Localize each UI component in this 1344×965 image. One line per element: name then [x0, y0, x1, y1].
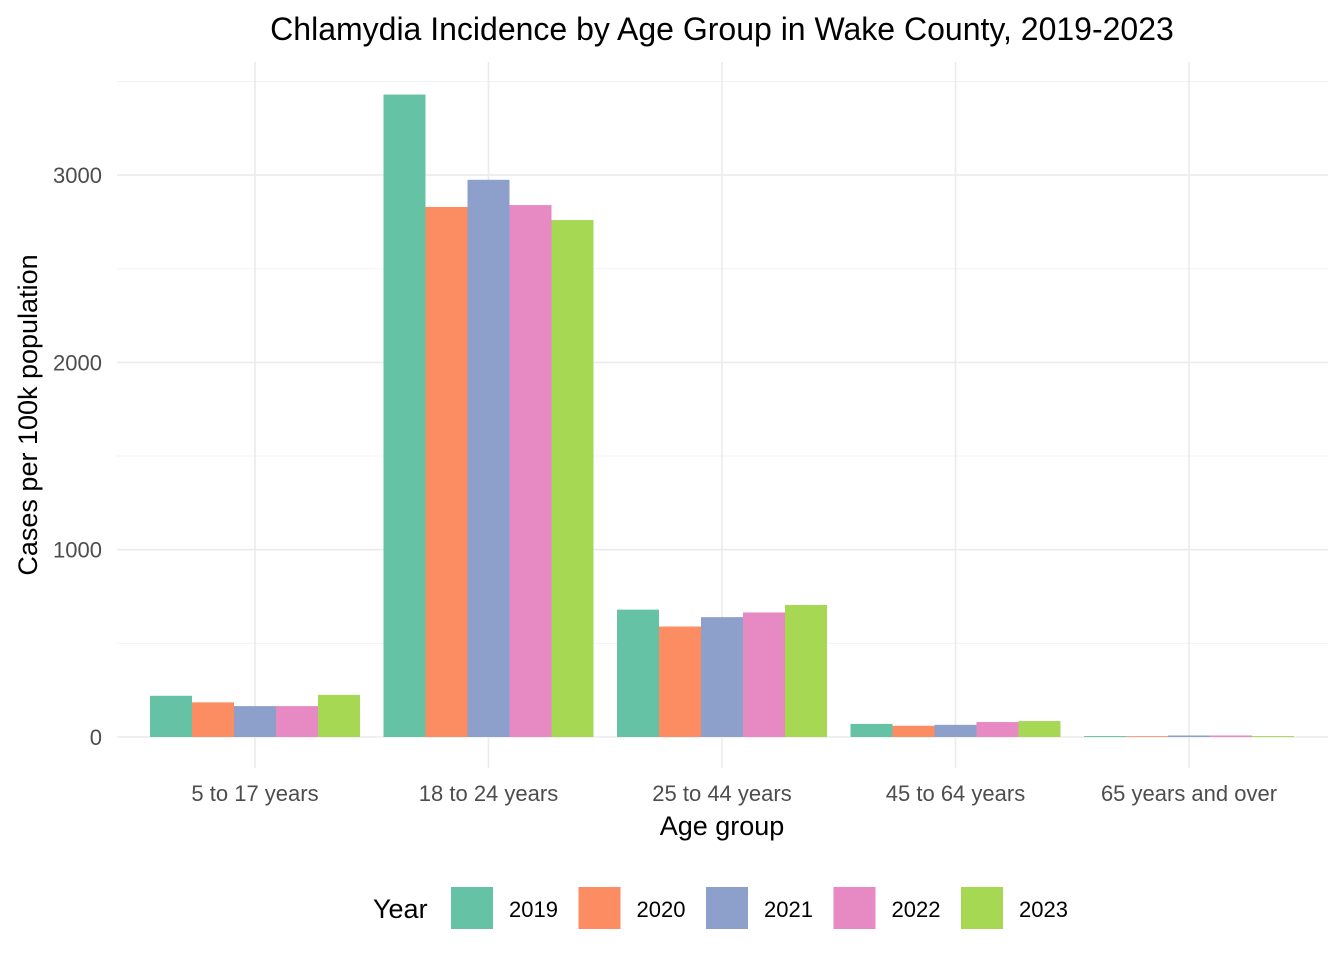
legend-label-2019: 2019: [509, 897, 558, 922]
y-tick-label: 0: [90, 725, 102, 750]
bar-2023-25-to-44-years: [785, 604, 827, 737]
bar-2023-65-years-and-over: [1252, 736, 1294, 737]
bar-2020-65-years-and-over: [1126, 736, 1168, 737]
y-tick-label: 2000: [53, 350, 102, 375]
bar-2022-5-to-17-years: [276, 706, 318, 737]
x-tick-label: 65 years and over: [1101, 781, 1277, 806]
bars-layer: [150, 94, 1294, 738]
legend-label-2023: 2023: [1019, 897, 1068, 922]
bar-2021-5-to-17-years: [234, 706, 276, 737]
bar-2020-5-to-17-years: [192, 702, 234, 737]
x-tick-label: 45 to 64 years: [886, 781, 1025, 806]
x-tick-label: 25 to 44 years: [652, 781, 791, 806]
legend-key-2020: [578, 887, 621, 929]
legend-key-2021: [706, 887, 748, 929]
bar-2021-45-to-64-years: [934, 724, 977, 737]
legend-label-2020: 2020: [637, 897, 686, 922]
chart-title: Chlamydia Incidence by Age Group in Wake…: [270, 11, 1174, 47]
x-axis-title: Age group: [660, 811, 785, 841]
bar-2023-45-to-64-years: [1018, 721, 1061, 737]
bar-2021-65-years-and-over: [1168, 735, 1210, 737]
bar-2019-5-to-17-years: [150, 695, 192, 737]
bar-2022-45-to-64-years: [976, 722, 1019, 737]
bar-2022-25-to-44-years: [743, 612, 785, 737]
bar-2021-25-to-44-years: [701, 617, 743, 737]
y-axis-title: Cases per 100k population: [13, 254, 43, 575]
bar-2020-25-to-44-years: [659, 626, 701, 737]
bar-2019-65-years-and-over: [1084, 736, 1126, 737]
bar-2019-45-to-64-years: [850, 723, 893, 737]
legend-label-2021: 2021: [764, 897, 813, 922]
x-tick-label: 18 to 24 years: [419, 781, 558, 806]
bar-2019-18-to-24-years: [383, 94, 426, 737]
y-tick-label: 1000: [53, 538, 102, 563]
bar-2023-5-to-17-years: [318, 694, 360, 737]
bar-2022-65-years-and-over: [1210, 735, 1252, 737]
y-tick-label: 3000: [53, 163, 102, 188]
legend-title: Year: [373, 894, 428, 924]
bar-2023-18-to-24-years: [551, 220, 594, 738]
bar-2019-25-to-44-years: [617, 609, 659, 737]
bar-2020-18-to-24-years: [425, 206, 468, 737]
bar-2021-18-to-24-years: [467, 179, 510, 737]
legend-key-2022: [833, 887, 876, 929]
legend-key-2023: [961, 887, 1003, 929]
legend: Year 2019 2020 2021 2022 2023: [373, 887, 1068, 929]
bar-2022-18-to-24-years: [509, 205, 552, 737]
bar-2020-45-to-64-years: [892, 725, 935, 737]
legend-key-2019: [451, 887, 493, 929]
x-tick-label: 5 to 17 years: [191, 781, 318, 806]
axes-layer: 0 1000 2000 3000 5 to 17 years 18 to 24 years…: [53, 163, 1277, 806]
legend-label-2022: 2022: [892, 897, 941, 922]
